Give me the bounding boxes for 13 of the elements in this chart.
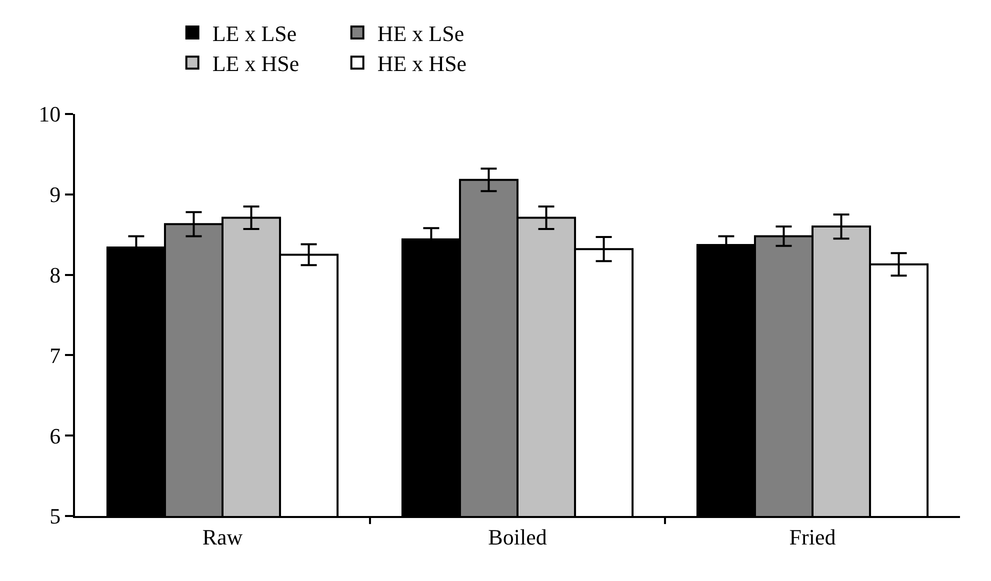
legend-label: LE x HSe xyxy=(212,51,300,76)
y-tick-label: 7 xyxy=(50,342,61,368)
legend-label: HE x LSe xyxy=(377,21,464,46)
y-tick-label: 10 xyxy=(38,102,61,127)
y-tick-label: 8 xyxy=(50,262,61,288)
legend-label: LE x LSe xyxy=(212,21,297,46)
y-tick-label: 9 xyxy=(50,182,61,208)
x-tick-label: Fried xyxy=(789,524,836,550)
x-tick-label: Boiled xyxy=(488,524,547,550)
y-tick-label: 6 xyxy=(50,423,61,448)
x-tick-label: Raw xyxy=(202,524,243,550)
legend-label: HE x HSe xyxy=(377,51,467,76)
y-tick-label: 5 xyxy=(50,504,61,529)
